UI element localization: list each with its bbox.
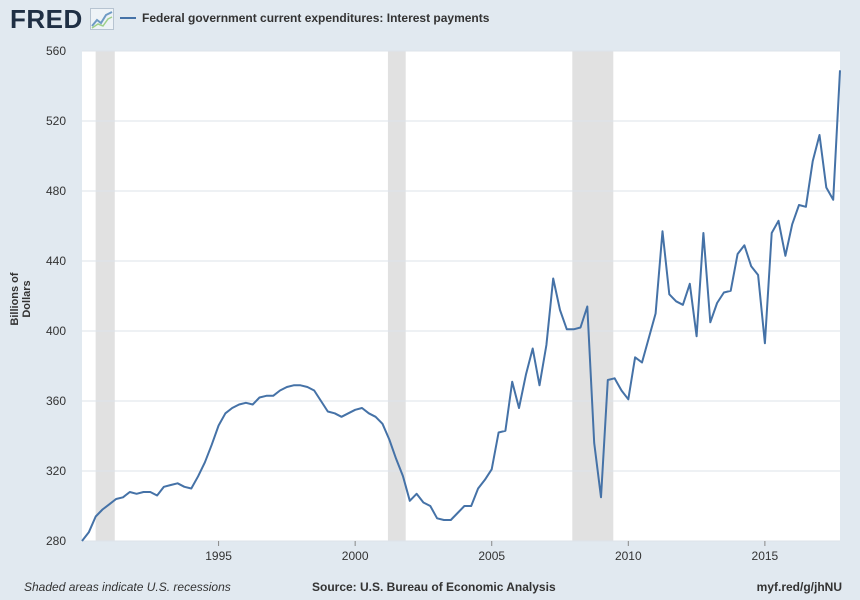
recession-band	[95, 51, 115, 541]
y-tick-label: 400	[46, 324, 66, 338]
short-url[interactable]: myf.red/g/jhNU	[756, 580, 842, 594]
header: FRED Federal government current expendit…	[0, 0, 860, 40]
recession-band	[387, 51, 406, 541]
y-tick-label: 440	[46, 254, 66, 268]
y-tick-label: 360	[46, 394, 66, 408]
sparkline-chart-icon	[90, 8, 114, 30]
y-tick-label: 280	[46, 534, 66, 548]
line-chart: 280 320 360 400 440 480 520 560 1995 2000 2005 2010…	[46, 44, 841, 563]
recession-band	[572, 51, 614, 541]
y-tick-label: 480	[46, 184, 66, 198]
x-tick-label: 2015	[752, 549, 779, 563]
y-tick-label: 520	[46, 114, 66, 128]
fred-logo[interactable]: FRED	[10, 4, 83, 34]
chart-legend: Federal government current expenditures:…	[120, 11, 489, 25]
x-tick-label: 2000	[342, 549, 369, 563]
recession-note: Shaded areas indicate U.S. recessions	[24, 580, 231, 594]
legend-label: Federal government current expenditures:…	[142, 11, 490, 25]
plot-area	[82, 51, 840, 541]
source-note: Source: U.S. Bureau of Economic Analysis	[312, 580, 556, 594]
y-tick-label: 560	[46, 44, 66, 58]
x-tick-label: 1995	[205, 549, 232, 563]
series-line	[81, 70, 841, 542]
x-tick-label: 2010	[615, 549, 642, 563]
y-tick-label: 320	[46, 464, 66, 478]
x-tick-label: 2005	[478, 549, 505, 563]
legend-swatch	[120, 17, 136, 19]
